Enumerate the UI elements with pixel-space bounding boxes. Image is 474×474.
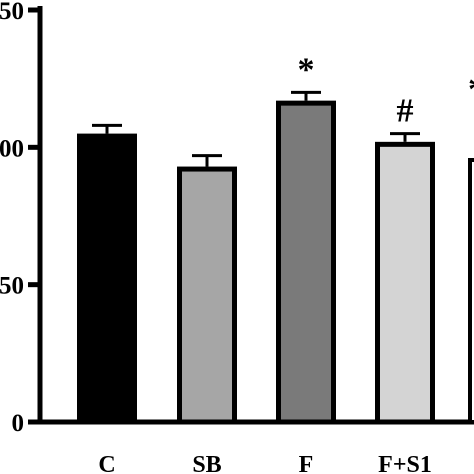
significance-marker: * <box>298 51 315 88</box>
x-tick-label: F <box>299 452 314 474</box>
y-tick-label: 50 <box>0 273 24 300</box>
bar-c <box>77 133 137 425</box>
y-tick-label: 100 <box>0 135 24 162</box>
x-tick-label: SB <box>192 452 221 474</box>
significance-marker: # <box>397 93 414 130</box>
significance-marker: * <box>468 71 474 108</box>
bar-f-s1 <box>375 141 435 425</box>
bar-sb <box>177 166 237 425</box>
y-tick-label: 0 <box>12 410 25 437</box>
x-tick-label: F+S1 <box>378 452 432 474</box>
y-tick-label: 150 <box>0 0 24 25</box>
bar-f <box>276 100 336 425</box>
x-tick-label: C <box>98 452 115 474</box>
bars <box>77 90 474 425</box>
bar-partial <box>468 158 474 424</box>
